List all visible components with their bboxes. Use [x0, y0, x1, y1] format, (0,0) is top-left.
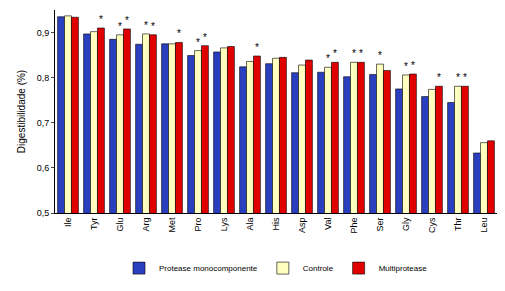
svg-text:Ala: Ala [245, 218, 255, 231]
svg-text:Lys: Lys [219, 217, 229, 231]
svg-text:*: * [333, 48, 337, 59]
svg-text:Glu: Glu [115, 218, 125, 232]
svg-text:*: * [196, 37, 200, 48]
svg-text:Asp: Asp [297, 218, 307, 234]
svg-text:*: * [378, 50, 382, 61]
svg-text:*: * [99, 14, 103, 25]
svg-text:Gly: Gly [401, 217, 411, 231]
svg-text:Met: Met [167, 217, 177, 233]
svg-text:*: * [352, 48, 356, 59]
svg-text:0,6: 0,6 [37, 163, 50, 173]
svg-text:0,7: 0,7 [37, 118, 50, 128]
svg-text:Leu: Leu [479, 218, 489, 233]
svg-text:Ser: Ser [375, 218, 385, 232]
svg-text:*: * [125, 15, 129, 26]
svg-text:Phe: Phe [349, 218, 359, 234]
svg-text:*: * [437, 72, 441, 83]
svg-text:*: * [411, 60, 415, 71]
svg-text:Pro: Pro [193, 218, 203, 232]
svg-text:*: * [463, 72, 467, 83]
svg-text:*: * [177, 28, 181, 39]
svg-text:Controle: Controle [303, 264, 334, 273]
svg-text:0,9: 0,9 [37, 28, 50, 38]
svg-text:*: * [404, 61, 408, 72]
svg-text:*: * [118, 21, 122, 32]
svg-text:Arg: Arg [141, 218, 151, 232]
svg-text:Protease monocomponente: Protease monocomponente [159, 264, 258, 273]
svg-text:*: * [151, 21, 155, 32]
svg-text:*: * [326, 53, 330, 64]
svg-text:0,5: 0,5 [37, 208, 50, 218]
svg-text:Digestibilidade (%): Digestibilidade (%) [16, 70, 27, 153]
svg-text:*: * [203, 32, 207, 43]
svg-text:Ile: Ile [63, 218, 73, 228]
svg-text:Thr: Thr [453, 218, 463, 232]
svg-text:Cys: Cys [427, 217, 437, 233]
svg-text:Tyr: Tyr [89, 218, 99, 231]
svg-text:Multiprotease: Multiprotease [379, 264, 428, 273]
svg-text:*: * [144, 20, 148, 31]
svg-text:*: * [255, 42, 259, 53]
svg-text:0,8: 0,8 [37, 73, 50, 83]
svg-text:*: * [359, 48, 363, 59]
svg-text:His: His [271, 217, 281, 230]
svg-text:*: * [456, 72, 460, 83]
svg-text:Val: Val [323, 218, 333, 230]
